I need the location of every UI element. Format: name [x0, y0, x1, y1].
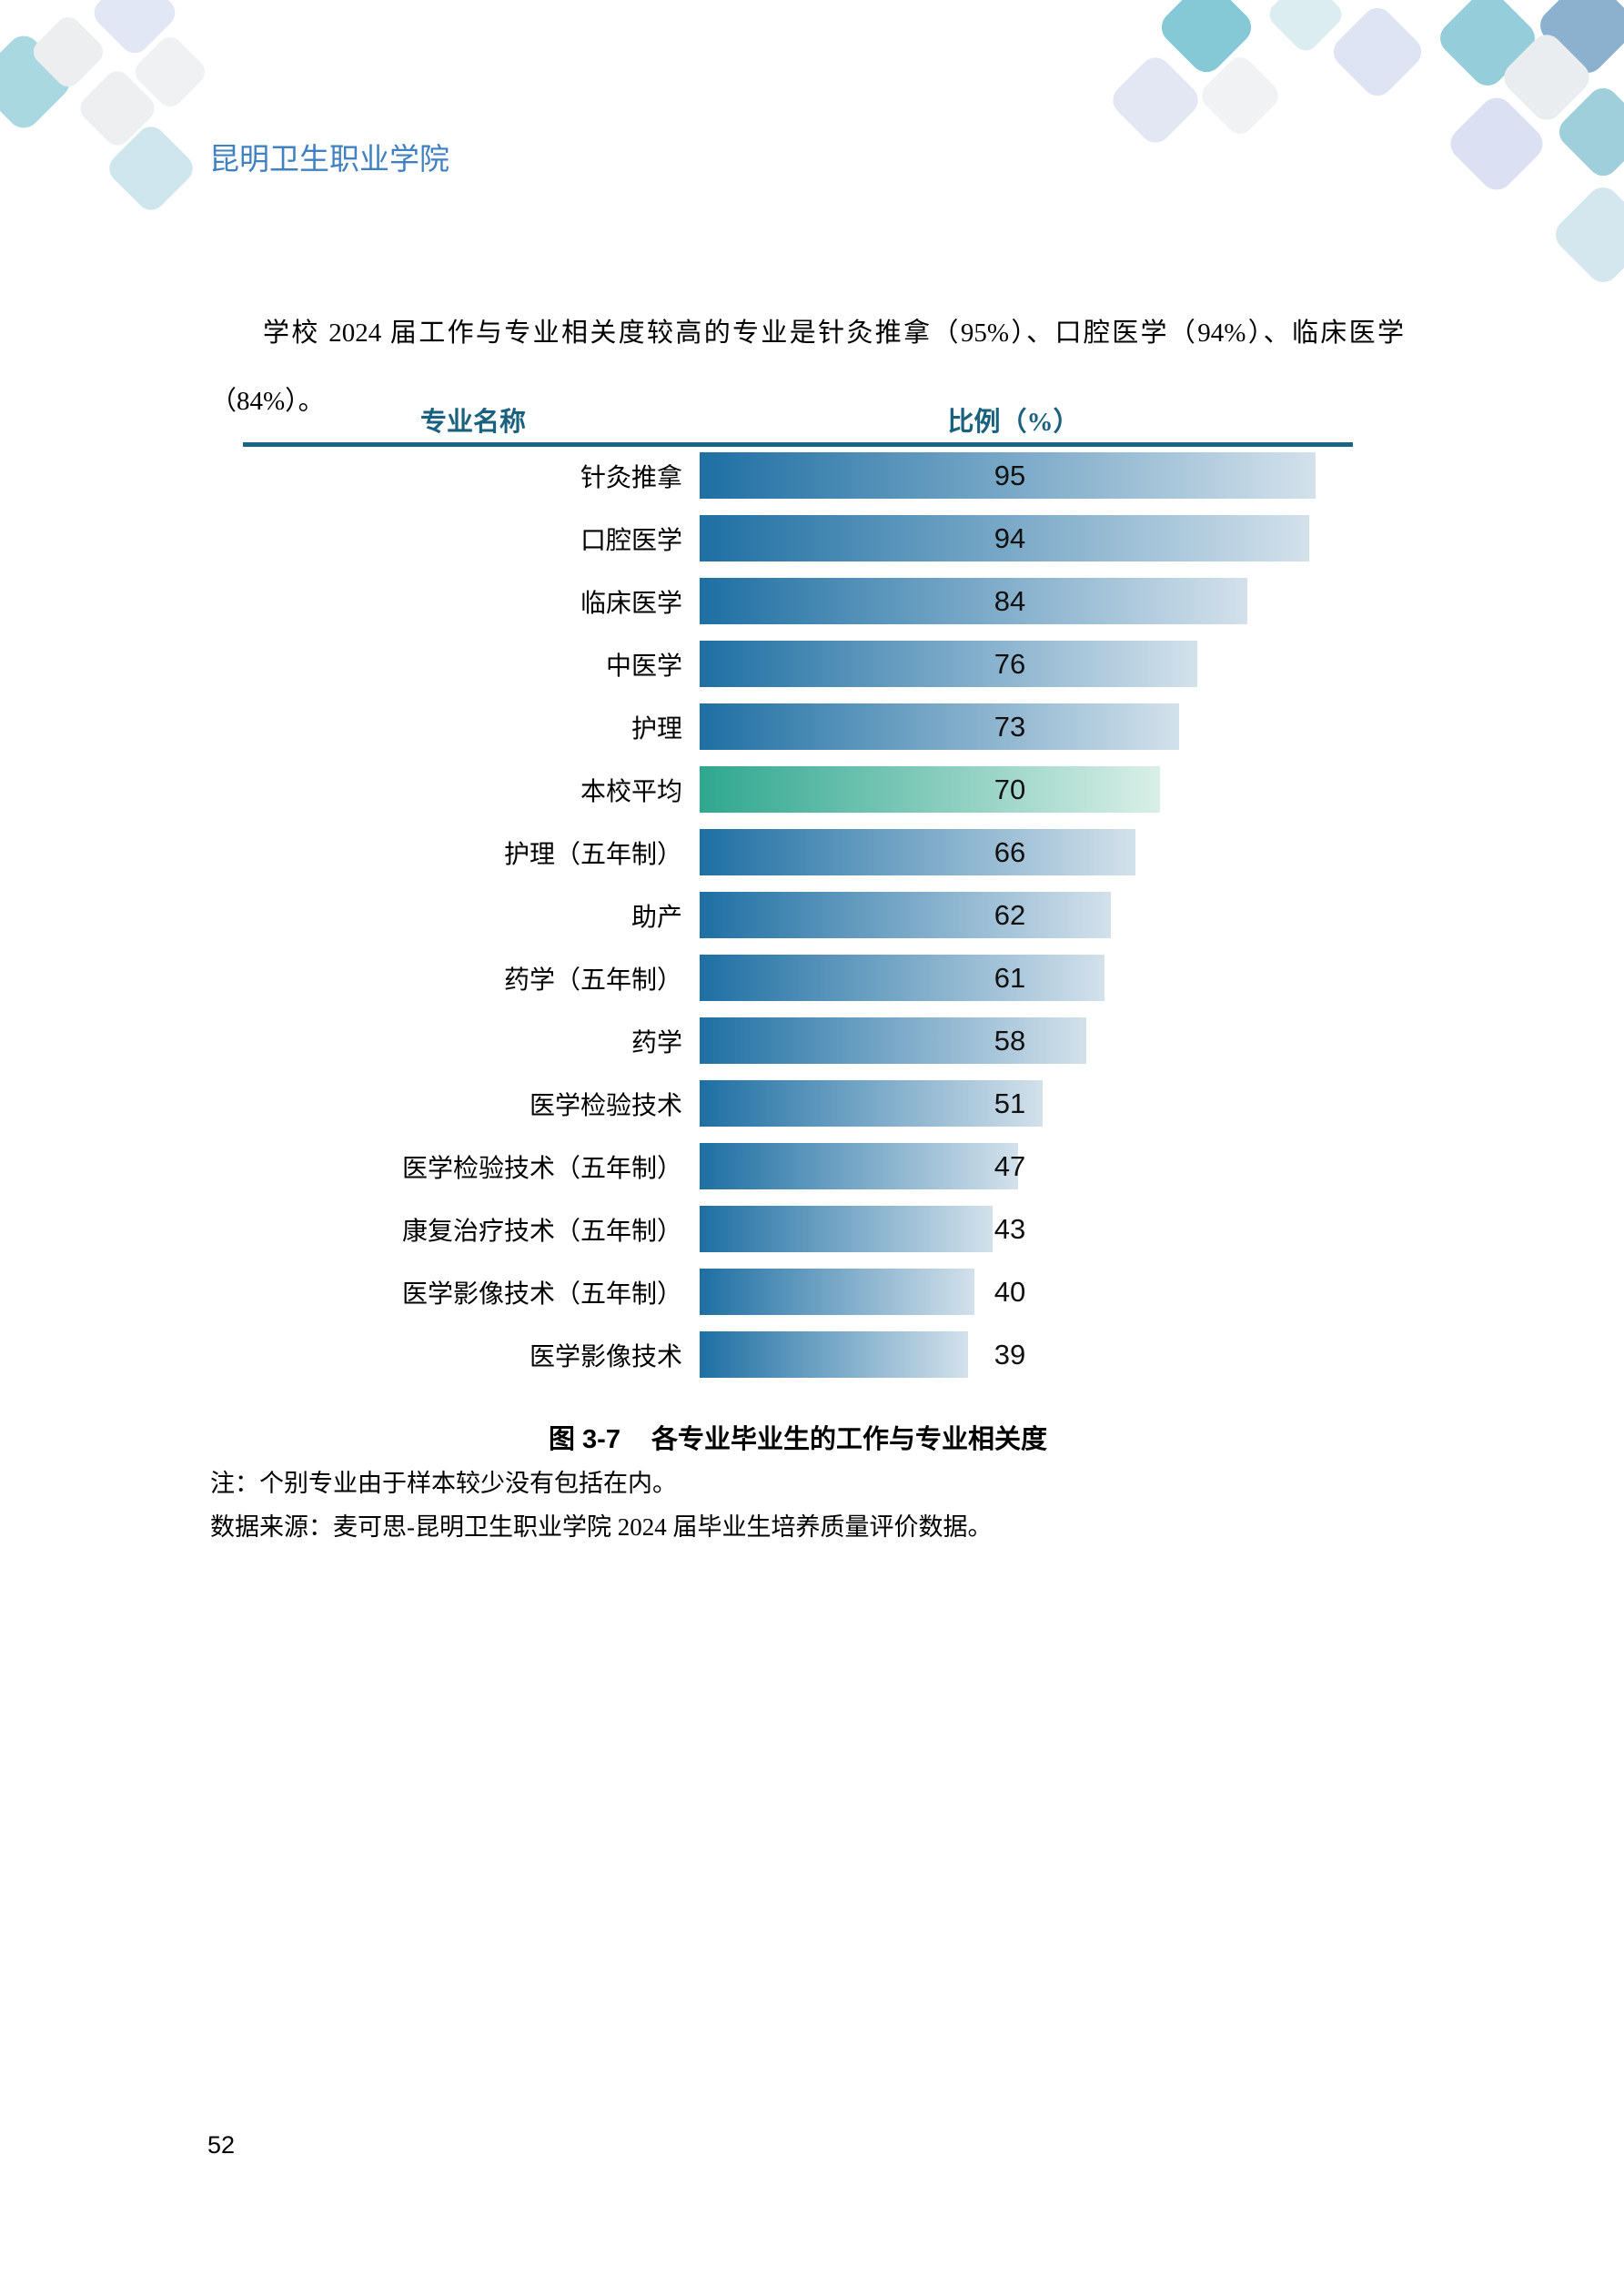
- row-value: 40: [994, 1275, 1026, 1308]
- row-label: 医学检验技术（五年制）: [401, 1154, 682, 1183]
- row-value: 70: [994, 773, 1026, 805]
- chart-caption-title: 各专业毕业生的工作与专业相关度: [651, 1425, 1047, 1454]
- chart-row: 医学检验技术（五年制） 47: [243, 1143, 1353, 1189]
- row-value: 73: [994, 710, 1026, 743]
- row-bar: [700, 578, 1247, 624]
- chart-row: 医学影像技术 39: [243, 1331, 1353, 1378]
- chart-row: 中医学 76: [243, 641, 1353, 687]
- row-label: 口腔医学: [580, 526, 682, 555]
- row-label: 康复治疗技术（五年制）: [401, 1217, 682, 1246]
- chart-note: 注：个别专业由于样本较少没有包括在内。: [210, 1470, 677, 1497]
- row-value: 43: [994, 1212, 1026, 1245]
- row-bar-track: 84: [700, 578, 1353, 624]
- row-value: 47: [994, 1149, 1026, 1182]
- chart-data-source: 数据来源：麦可思-昆明卫生职业学院 2024 届毕业生培养质量评价数据。: [210, 1513, 993, 1541]
- row-bar: [700, 1143, 1018, 1189]
- row-label: 护理（五年制）: [503, 840, 682, 869]
- row-label: 护理: [630, 714, 682, 743]
- row-label: 中医学: [605, 652, 682, 681]
- row-bar-track: 70: [700, 766, 1353, 813]
- column-header-ratio: 比例（%）: [947, 408, 1080, 437]
- row-bar: [700, 1206, 993, 1252]
- row-label: 医学检验技术: [529, 1091, 682, 1120]
- chart-header-rule: [243, 442, 1353, 447]
- chart-row: 康复治疗技术（五年制） 43: [243, 1206, 1353, 1252]
- row-value: 61: [994, 961, 1026, 994]
- chart-row: 临床医学 84: [243, 578, 1353, 624]
- chart-row: 药学 58: [243, 1017, 1353, 1064]
- row-value: 62: [994, 898, 1026, 931]
- chart-rows: 针灸推拿 95 口腔医学 94 临床医学 84 中医学 76 护理 73 本校平均 70 护理（五年制）…: [243, 452, 1353, 1378]
- page-number: 52: [207, 2131, 236, 2159]
- row-bar-track: 39: [700, 1331, 1353, 1378]
- row-bar: [700, 1080, 1043, 1127]
- row-label: 医学影像技术: [529, 1342, 682, 1371]
- row-label: 助产: [630, 903, 682, 932]
- row-value: 51: [994, 1087, 1026, 1119]
- row-bar-track: 73: [700, 703, 1353, 750]
- row-bar-track: 61: [700, 955, 1353, 1001]
- chart-row: 护理（五年制） 66: [243, 829, 1353, 875]
- chart-row: 护理 73: [243, 703, 1353, 750]
- column-header-major-name: 专业名称: [419, 408, 527, 437]
- row-bar-highlight: [700, 766, 1160, 813]
- row-bar-track: 47: [700, 1143, 1353, 1189]
- row-bar: [700, 892, 1111, 938]
- row-bar: [700, 955, 1105, 1001]
- row-bar: [700, 829, 1135, 875]
- chart-row: 针灸推拿 95: [243, 452, 1353, 499]
- row-bar-track: 66: [700, 829, 1353, 875]
- row-label: 药学（五年制）: [503, 966, 682, 995]
- row-bar-track: 43: [700, 1206, 1353, 1252]
- row-label: 临床医学: [580, 589, 682, 618]
- row-bar: [700, 452, 1316, 499]
- page-header-title: 昆明卫生职业学院: [209, 144, 449, 177]
- chart-caption-number: 图 3-7: [549, 1425, 620, 1454]
- row-value: 66: [994, 835, 1026, 868]
- row-value: 84: [994, 584, 1026, 617]
- chart-row: 本校平均 70: [243, 766, 1353, 813]
- row-bar-track: 76: [700, 641, 1353, 687]
- chart-caption: 图 3-7 各专业毕业生的工作与专业相关度: [243, 1418, 1353, 1456]
- row-bar-track: 51: [700, 1080, 1353, 1127]
- row-bar-track: 58: [700, 1017, 1353, 1064]
- row-bar: [700, 515, 1309, 561]
- row-bar: [700, 703, 1179, 750]
- chart-row: 药学（五年制） 61: [243, 955, 1353, 1001]
- row-bar-track: 94: [700, 515, 1353, 561]
- row-label: 药学: [630, 1028, 682, 1057]
- row-bar-track: 62: [700, 892, 1353, 938]
- chart-row: 口腔医学 94: [243, 515, 1353, 561]
- relevance-bar-chart: 专业名称 比例（%） 针灸推拿 95 口腔医学 94 临床医学 84 中医学 76 护理 73 本校…: [243, 400, 1353, 1456]
- chart-row: 医学检验技术 51: [243, 1080, 1353, 1127]
- decorative-tile: [1326, 1, 1428, 103]
- chart-column-headers: 专业名称 比例（%）: [243, 400, 1353, 442]
- intro-paragraph: 学校 2024 届工作与专业相关度较高的专业是针灸推拿（95%）、口腔医学（94…: [210, 319, 1404, 416]
- row-value: 95: [994, 459, 1026, 491]
- row-bar-track: 40: [700, 1269, 1353, 1315]
- row-label: 医学影像技术（五年制）: [401, 1279, 682, 1309]
- row-label: 本校平均: [580, 777, 682, 806]
- row-bar: [700, 641, 1197, 687]
- decorative-tile: [1548, 180, 1624, 289]
- row-value: 39: [994, 1338, 1026, 1371]
- row-label: 针灸推拿: [580, 463, 682, 492]
- row-value: 94: [994, 521, 1026, 554]
- decorative-tile: [1106, 51, 1205, 149]
- chart-row: 助产 62: [243, 892, 1353, 938]
- row-bar-track: 95: [700, 452, 1353, 499]
- row-bar: [700, 1331, 968, 1378]
- row-value: 58: [994, 1024, 1026, 1057]
- row-value: 76: [994, 647, 1026, 680]
- row-bar: [700, 1017, 1086, 1064]
- chart-row: 医学影像技术（五年制） 40: [243, 1269, 1353, 1315]
- row-bar: [700, 1269, 974, 1315]
